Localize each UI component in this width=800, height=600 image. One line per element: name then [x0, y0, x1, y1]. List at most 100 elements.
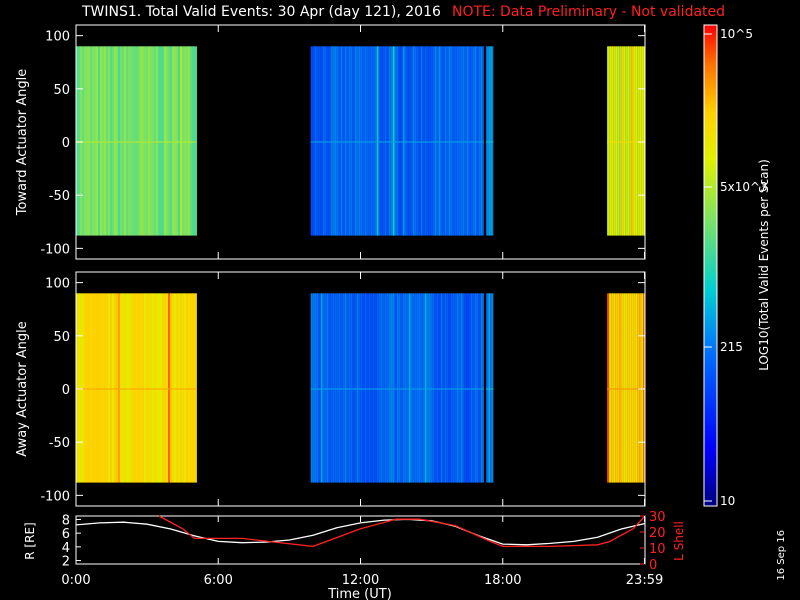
- heatmap-cell: [627, 46, 630, 236]
- heatmap-cell: [360, 46, 363, 236]
- heatmap-cell: [146, 46, 148, 236]
- heatmap-cell: [190, 46, 192, 236]
- heatmap-cell: [108, 46, 110, 236]
- heatmap-cell: [110, 293, 112, 483]
- heatmap-cell: [613, 46, 616, 236]
- heatmap-cell: [314, 293, 317, 483]
- heatmap-cell: [156, 293, 158, 483]
- heatmap-cell: [482, 46, 484, 236]
- y-tick-label: -100: [40, 489, 70, 504]
- lshell-series-line: [158, 515, 646, 548]
- heatmap-cell: [472, 46, 475, 236]
- heatmap-cell: [466, 46, 469, 236]
- heatmap-cell: [158, 293, 160, 483]
- heatmap-cell: [372, 46, 375, 236]
- time-axis-label: Time (UT): [327, 587, 392, 600]
- heatmap-cell: [112, 46, 114, 236]
- heatmap-cell: [454, 293, 457, 483]
- heatmap-cell: [426, 46, 429, 236]
- r-tick-label: 4: [62, 541, 70, 556]
- heatmap-cell: [106, 293, 108, 483]
- heatmap-cell: [346, 293, 349, 483]
- heatmap-cell: [416, 46, 419, 236]
- heatmap-cell: [76, 46, 78, 236]
- heatmap-cell: [82, 293, 84, 483]
- heatmap-cell: [438, 293, 441, 483]
- heatmap-cell: [436, 46, 439, 236]
- colorbar-tick-label: 10: [720, 494, 735, 508]
- heatmap-cell: [116, 46, 118, 236]
- heatmap-cell: [637, 46, 640, 236]
- chart-title: TWINS1. Total Valid Events: 30 Apr (day …: [82, 4, 441, 20]
- heatmap-cell: [627, 293, 630, 483]
- heatmap-cell: [404, 293, 407, 483]
- heatmap-cell: [78, 46, 80, 236]
- heatmap-cell: [138, 46, 140, 236]
- heatmap-cell: [186, 293, 188, 483]
- heatmap-cell: [643, 293, 645, 483]
- heatmap-cell: [440, 46, 443, 236]
- heatmap-cell: [108, 293, 110, 483]
- heatmap-cell: [470, 46, 473, 236]
- colorbar: 10^5 5x10^3 215 10 LOG10(Total Valid Events…: [703, 24, 771, 508]
- heatmap-cell: [476, 293, 479, 483]
- heatmap-cell: [619, 46, 622, 236]
- heatmap-cell: [376, 293, 379, 483]
- colorbar-tick-label: 10^5: [720, 27, 753, 41]
- heatmap-cell: [440, 293, 443, 483]
- heatmap-cell: [94, 293, 96, 483]
- heatmap-cell: [366, 46, 369, 236]
- heatmap-cell: [394, 293, 397, 483]
- heatmap-cell: [180, 293, 182, 483]
- heatmap-cell: [364, 293, 367, 483]
- heatmap-cell: [118, 293, 120, 483]
- heatmap-cell: [480, 46, 483, 236]
- time-tick-label: 12:00: [342, 573, 379, 588]
- heatmap-cell: [140, 46, 142, 236]
- heatmap-cell: [142, 46, 144, 236]
- heatmap-cell: [609, 46, 612, 236]
- heatmap-cell: [150, 293, 152, 483]
- heatmap-cell: [434, 293, 437, 483]
- heatmap-cell: [96, 46, 98, 236]
- heatmap-cell: [90, 46, 92, 236]
- heatmap-cell: [168, 293, 170, 483]
- heatmap-cell: [474, 46, 477, 236]
- lshell-axis-label: L Shell: [672, 521, 686, 561]
- y-tick-label: 50: [53, 83, 70, 98]
- heatmap-cell: [432, 46, 435, 236]
- heatmap-cell: [164, 293, 166, 483]
- heatmap-cell: [130, 46, 132, 236]
- heatmap-cell: [382, 293, 385, 483]
- heatmap-cell: [110, 46, 112, 236]
- heatmap-cell: [607, 293, 610, 483]
- heatmap-cell: [340, 46, 343, 236]
- heatmap-cell: [350, 46, 353, 236]
- heatmap-cell: [164, 46, 166, 236]
- heatmap-cell: [156, 46, 158, 236]
- time-tick-label: 18:00: [484, 573, 521, 588]
- heatmap-cell: [398, 46, 401, 236]
- y-tick-label: 100: [45, 30, 70, 45]
- heatmap-cell: [328, 293, 331, 483]
- heatmap-cell: [476, 46, 479, 236]
- heatmap-cell: [492, 293, 494, 483]
- heatmap-cell: [172, 46, 174, 236]
- heatmap-cell: [607, 46, 610, 236]
- toward-panel: 100 50 0 -50 -100 Toward Actuator Angle: [15, 24, 646, 260]
- heatmap-cell: [386, 293, 389, 483]
- heatmap-cell: [128, 46, 130, 236]
- heatmap-cell: [384, 46, 387, 236]
- heatmap-cell: [396, 46, 399, 236]
- heatmap-cell: [625, 46, 628, 236]
- heatmap-cell: [144, 46, 146, 236]
- heatmap-cell: [380, 293, 383, 483]
- heatmap-cell: [444, 293, 447, 483]
- heatmap-cell: [388, 46, 391, 236]
- heatmap-cell: [100, 293, 102, 483]
- heatmap-cell: [615, 293, 618, 483]
- heatmap-cell: [354, 293, 357, 483]
- heatmap-cell: [410, 46, 413, 236]
- heatmap-cell: [635, 46, 638, 236]
- heatmap-cell: [162, 46, 164, 236]
